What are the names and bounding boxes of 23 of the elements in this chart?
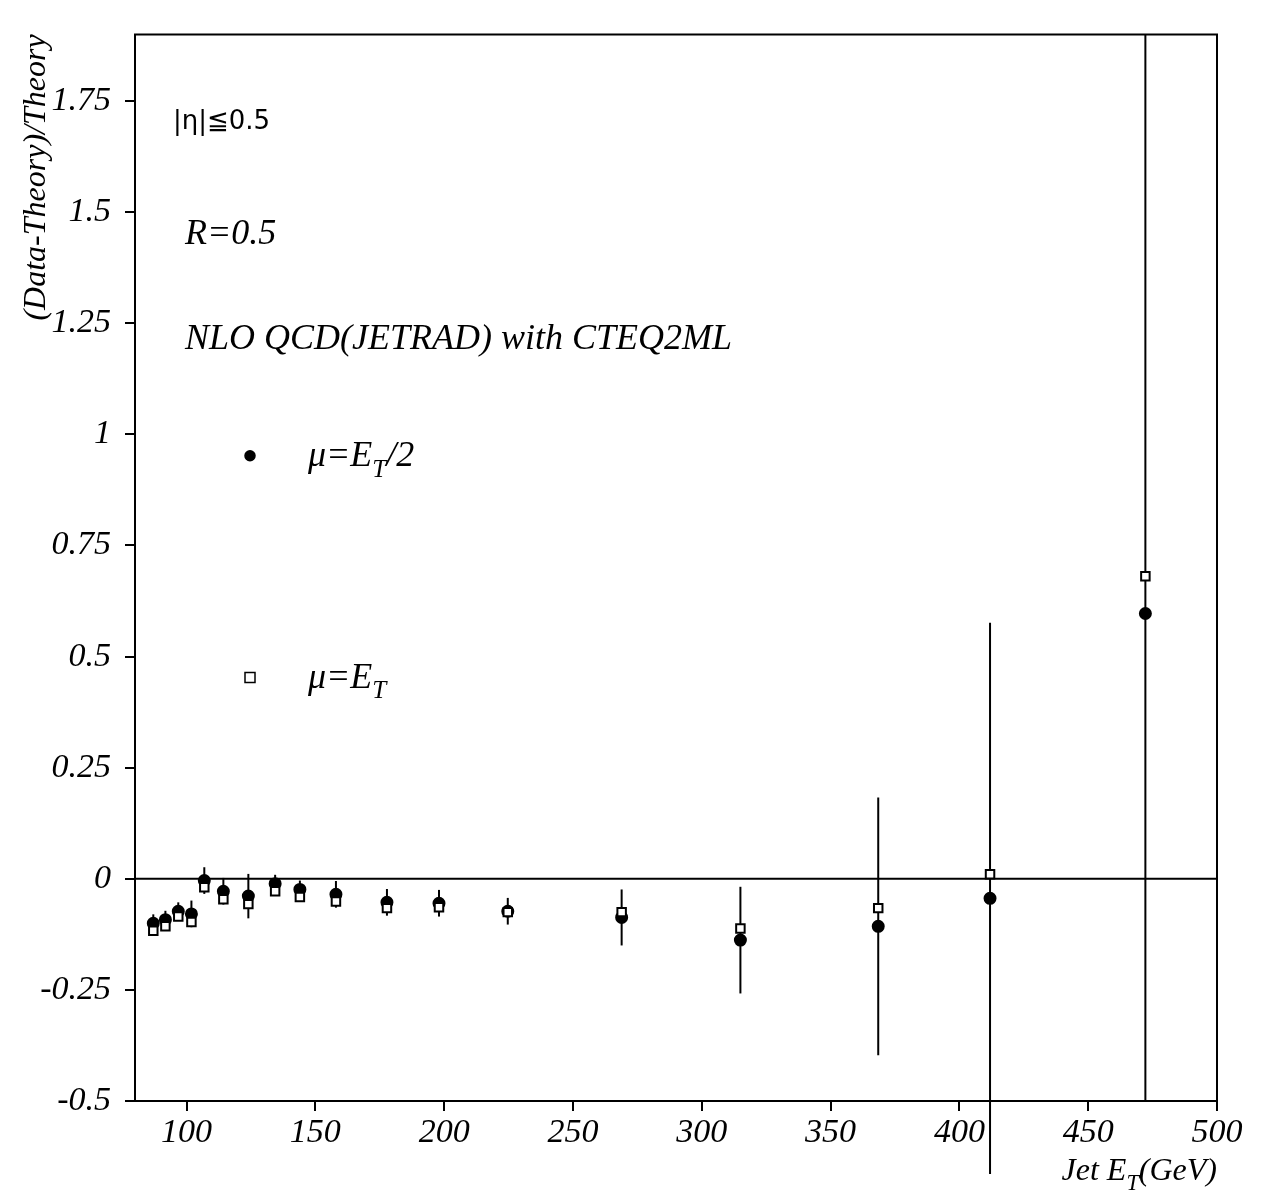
annotation: R=0.5 [184,212,277,253]
y-tick-label: 0 [94,857,111,895]
annotation: |η|≦0.5 [173,105,271,137]
x-tick-label: 500 [1191,1112,1243,1150]
x-tick-label: 350 [804,1112,857,1150]
y-tick-label: 0.25 [51,746,111,784]
y-tick-label: 0.75 [51,524,111,562]
y-tick-label: 0.5 [68,635,111,673]
x-tick-label: 150 [289,1112,341,1150]
y-tick-label: -0.5 [57,1079,111,1117]
y-tick-label: 1.75 [51,80,111,117]
x-tick-label: 250 [547,1112,599,1150]
x-tick-label: 300 [675,1112,728,1150]
x-tick-label: 450 [1062,1112,1114,1150]
y-tick-label: 1.5 [68,191,111,229]
x-tick-label: 100 [161,1112,213,1150]
annotation: NLO QCD(JETRAD) with CTEQ2ML [184,317,733,358]
y-tick-label: 1.25 [51,302,111,340]
y-tick-label: 1 [94,413,111,451]
x-tick-label: 200 [418,1112,470,1150]
x-tick-label: 400 [933,1112,985,1150]
y-tick-label: -0.25 [40,968,111,1006]
y-axis-title: (Data-Theory)/Theory [16,33,52,321]
